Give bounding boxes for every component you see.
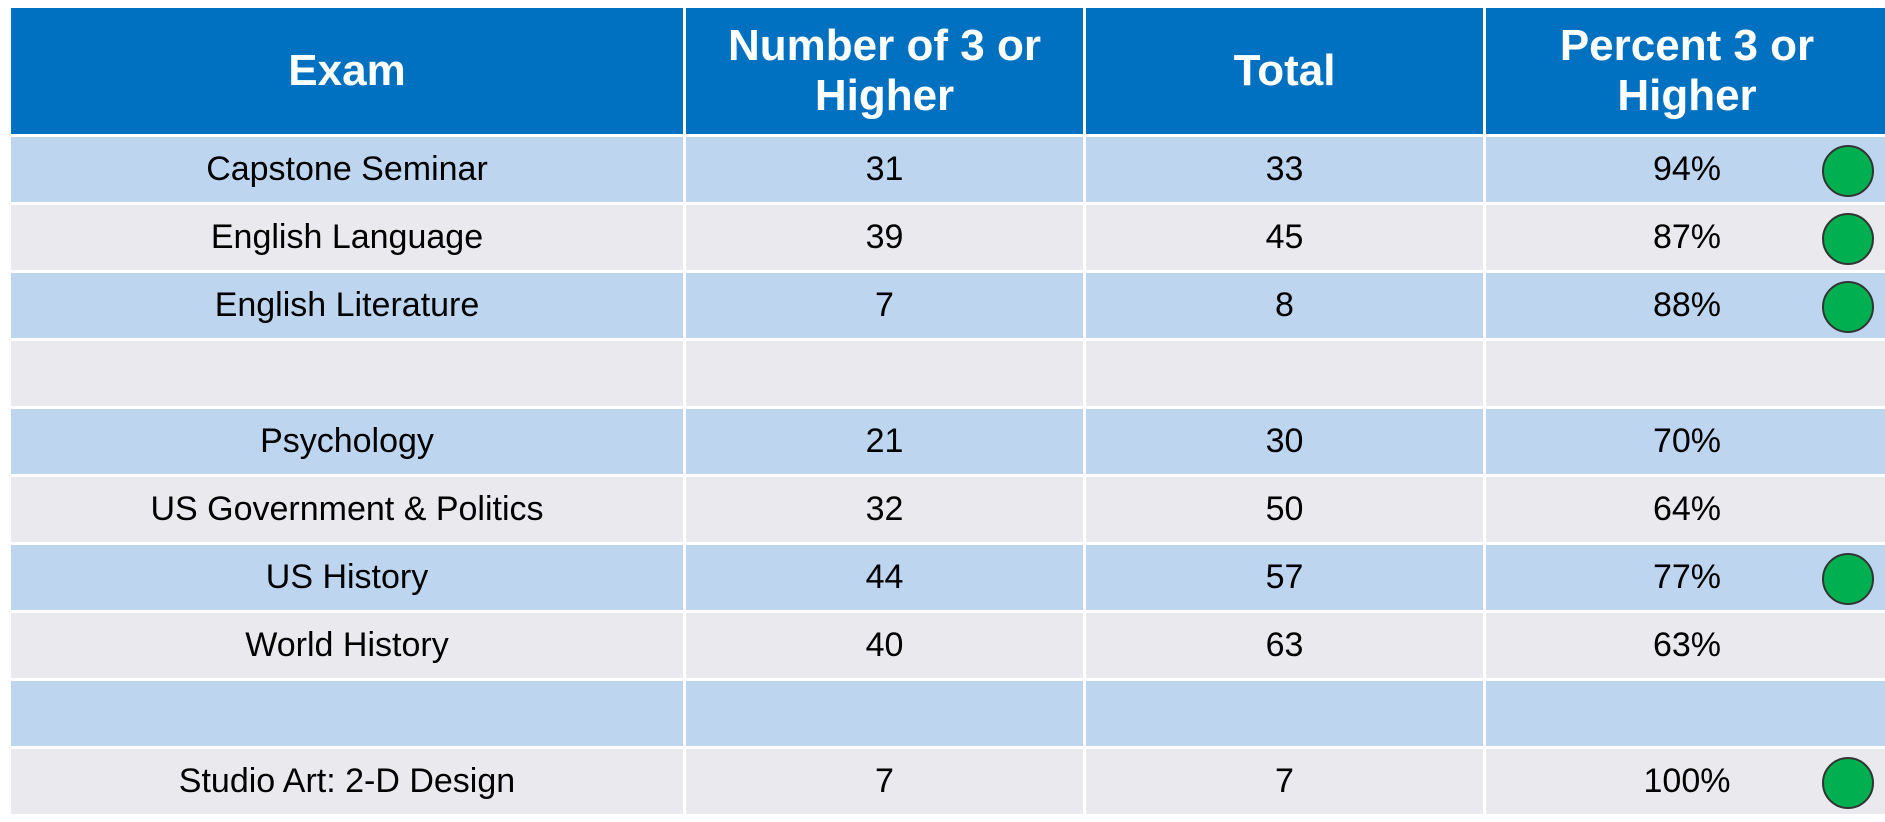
cell: US Government & Politics bbox=[11, 477, 683, 542]
row: World History 40 63 63% bbox=[11, 613, 1885, 678]
cell: 70% bbox=[1486, 409, 1885, 474]
header-row: Exam Number of 3 or Higher Total Percent… bbox=[11, 8, 1885, 134]
cell: 7 bbox=[1086, 749, 1483, 814]
cell: World History bbox=[11, 613, 683, 678]
row: Psychology 21 30 70% bbox=[11, 409, 1885, 474]
cell: 50 bbox=[1086, 477, 1483, 542]
status-dot bbox=[1822, 212, 1874, 265]
header-cell: Percent 3 or Higher bbox=[1486, 8, 1885, 134]
percent: 87% bbox=[1652, 218, 1722, 256]
row: English Language 39 45 87% bbox=[11, 205, 1885, 270]
cell bbox=[1486, 681, 1885, 746]
header-cell: Number of 3 or Higher bbox=[686, 8, 1083, 134]
cell: 44 bbox=[686, 545, 1083, 610]
cell bbox=[686, 341, 1083, 406]
row: Studio Art: 2-D Design 7 7 100% bbox=[11, 749, 1885, 814]
cell: Capstone Seminar bbox=[11, 137, 683, 202]
status-dot bbox=[1822, 144, 1874, 197]
cell: 31 bbox=[686, 137, 1083, 202]
row: Capstone Seminar 31 33 94% bbox=[11, 137, 1885, 202]
status-dot bbox=[1822, 756, 1874, 809]
cell bbox=[1086, 681, 1483, 746]
cell: 30 bbox=[1086, 409, 1483, 474]
header-cell: Exam bbox=[11, 8, 683, 134]
percent: 77% bbox=[1652, 558, 1722, 596]
percent: 100% bbox=[1643, 762, 1731, 800]
cell: 87% bbox=[1486, 205, 1885, 270]
cell: 32 bbox=[686, 477, 1083, 542]
cell: 63 bbox=[1086, 613, 1483, 678]
cell: 88% bbox=[1486, 273, 1885, 338]
percent: 94% bbox=[1652, 150, 1722, 188]
cell: English Language bbox=[11, 205, 683, 270]
cell bbox=[11, 341, 683, 406]
row: US Government & Politics 32 50 64% bbox=[11, 477, 1885, 542]
row: US History 44 57 77% bbox=[11, 545, 1885, 610]
cell: 64% bbox=[1486, 477, 1885, 542]
results-table: Exam Number of 3 or Higher Total Percent… bbox=[8, 5, 1885, 817]
percent: 88% bbox=[1652, 286, 1722, 324]
cell: 77% bbox=[1486, 545, 1885, 610]
cell bbox=[11, 681, 683, 746]
cell: 63% bbox=[1486, 613, 1885, 678]
status-dot bbox=[1822, 280, 1874, 333]
cell: 45 bbox=[1086, 205, 1483, 270]
cell: Psychology bbox=[11, 409, 683, 474]
row: English Literature 7 8 88% bbox=[11, 273, 1885, 338]
blank-row bbox=[11, 681, 1885, 746]
cell bbox=[1086, 341, 1483, 406]
cell: 100% bbox=[1486, 749, 1885, 814]
cell bbox=[686, 681, 1083, 746]
blank-row bbox=[11, 341, 1885, 406]
cell: Studio Art: 2-D Design bbox=[11, 749, 683, 814]
cell: 8 bbox=[1086, 273, 1483, 338]
cell: 7 bbox=[686, 273, 1083, 338]
cell: US History bbox=[11, 545, 683, 610]
header-cell: Total bbox=[1086, 8, 1483, 134]
cell: 21 bbox=[686, 409, 1083, 474]
cell: 57 bbox=[1086, 545, 1483, 610]
status-dot bbox=[1822, 552, 1874, 605]
cell: 39 bbox=[686, 205, 1083, 270]
cell: 7 bbox=[686, 749, 1083, 814]
cell: English Literature bbox=[11, 273, 683, 338]
cell: 94% bbox=[1486, 137, 1885, 202]
cell: 40 bbox=[686, 613, 1083, 678]
cell: 33 bbox=[1086, 137, 1483, 202]
cell bbox=[1486, 341, 1885, 406]
